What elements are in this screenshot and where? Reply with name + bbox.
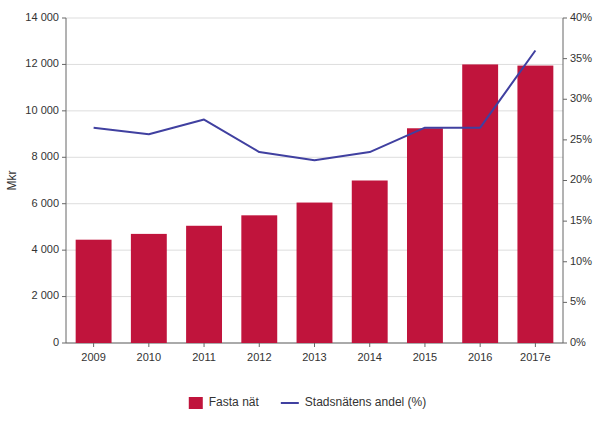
y-tick-label: 10 000 [25, 104, 59, 116]
y-tick [62, 18, 66, 19]
y-axis-label: Mkr [5, 171, 19, 191]
x-tick-label: 2013 [302, 351, 326, 363]
y2-axis-line [563, 18, 564, 343]
x-tick [148, 343, 149, 347]
bar [352, 181, 388, 344]
y-tick [62, 343, 66, 344]
y2-tick-label: 10% [570, 255, 592, 267]
legend-swatch [281, 402, 299, 404]
x-tick-label: 2014 [357, 351, 381, 363]
legend-label: Stadsnätens andel (%) [305, 395, 426, 409]
y2-tick-label: 0% [570, 336, 586, 348]
grid [66, 18, 563, 343]
y-tick [62, 296, 66, 297]
legend-item: Fasta nät [189, 395, 260, 409]
bar [517, 66, 553, 343]
x-tick-label: 2009 [81, 351, 105, 363]
y2-tick [563, 180, 567, 181]
y-axis-line [66, 18, 67, 343]
bar [241, 215, 277, 343]
y-tick-label: 12 000 [25, 57, 59, 69]
x-tick-label: 2016 [468, 351, 492, 363]
y2-tick-label: 40% [570, 11, 592, 23]
x-tick-label: 2015 [413, 351, 437, 363]
x-tick [535, 343, 536, 347]
x-tick [480, 343, 481, 347]
chart: 0 2 000 4 000 6 000 8 000 10 000 12 000 14 000 0… [0, 0, 615, 425]
y-tick-label: 4 000 [31, 243, 59, 255]
y2-tick [563, 18, 567, 19]
y2-tick-label: 5% [570, 295, 586, 307]
bar [407, 128, 443, 343]
axes: 0 2 000 4 000 6 000 8 000 10 000 12 000 14 000 0… [25, 11, 592, 363]
legend: Fasta nät Stadsnätens andel (%) [189, 395, 426, 409]
y-tick-label: 14 000 [25, 11, 59, 23]
x-tick [369, 343, 370, 347]
y-tick [62, 64, 66, 65]
y2-tick-label: 25% [570, 133, 592, 145]
y2-tick [563, 302, 567, 303]
grid-line [66, 18, 563, 19]
y-tick-label: 0 [53, 336, 59, 348]
bar [76, 240, 112, 343]
line [94, 51, 536, 161]
legend-label: Fasta nät [209, 395, 260, 409]
legend-swatch [189, 397, 203, 409]
y-tick [62, 157, 66, 158]
x-tick-label: 2011 [192, 351, 216, 363]
bar [297, 203, 333, 343]
data [76, 51, 554, 344]
y-tick [62, 110, 66, 111]
y2-tick [563, 99, 567, 100]
x-tick [93, 343, 94, 347]
y2-tick [563, 139, 567, 140]
y-tick-label: 2 000 [31, 289, 59, 301]
y-tick [62, 250, 66, 251]
bar [462, 64, 498, 343]
x-tick [204, 343, 205, 347]
y2-tick [563, 58, 567, 59]
x-tick [424, 343, 425, 347]
y-tick-label: 8 000 [31, 150, 59, 162]
y2-tick [563, 261, 567, 262]
y2-tick-label: 20% [570, 173, 592, 185]
x-tick [314, 343, 315, 347]
x-tick-label: 2017e [520, 351, 551, 363]
legend-item: Stadsnätens andel (%) [281, 395, 426, 409]
y2-tick [563, 221, 567, 222]
y-tick-label: 6 000 [31, 197, 59, 209]
y2-tick-label: 30% [570, 92, 592, 104]
bar [186, 226, 222, 343]
x-tick [259, 343, 260, 347]
x-tick-label: 2010 [137, 351, 161, 363]
x-tick-label: 2012 [247, 351, 271, 363]
y2-tick-label: 15% [570, 214, 592, 226]
y-tick [62, 203, 66, 204]
y2-tick [563, 343, 567, 344]
y2-tick-label: 35% [570, 52, 592, 64]
bar [131, 234, 167, 343]
